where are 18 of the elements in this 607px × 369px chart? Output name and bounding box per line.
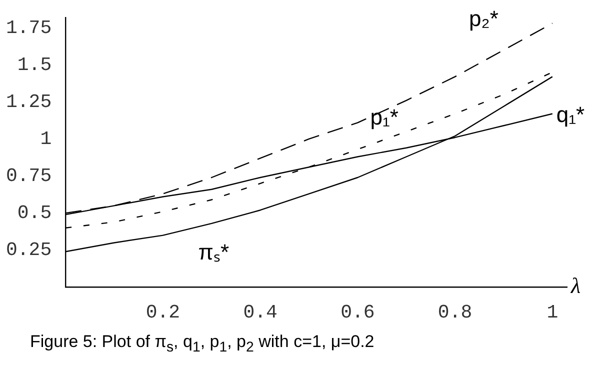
x-tick-label: 0.2 xyxy=(146,302,180,324)
x-tick-label: 0.4 xyxy=(243,302,278,324)
series-label: p₂* xyxy=(469,6,499,32)
y-tick-label: 1.25 xyxy=(6,90,52,113)
x-axis-title: λ xyxy=(570,272,581,298)
y-tick-label: 1 xyxy=(40,128,52,150)
x-tick-label: 0.8 xyxy=(438,302,472,324)
y-tick-label: 1.75 xyxy=(6,16,52,39)
x-tick-label: 0.6 xyxy=(340,302,375,324)
text: Figure 5: Plot of π$_{s}$, q$_{1}$, p$_{1}$, p$_{2}$ with c=1, μ=0.2 xyxy=(30,332,374,356)
x-tick-label: 1 xyxy=(546,302,558,324)
y-tick-label: 1.5 xyxy=(17,54,52,76)
series-label: p₁* xyxy=(370,104,399,130)
series-label: q₁* xyxy=(556,102,586,127)
y-tick-label: 0.5 xyxy=(17,202,52,224)
y-tick-label: 0.75 xyxy=(6,165,52,188)
series-label: πₛ* xyxy=(198,240,230,265)
y-tick-label: 0.25 xyxy=(6,239,52,262)
